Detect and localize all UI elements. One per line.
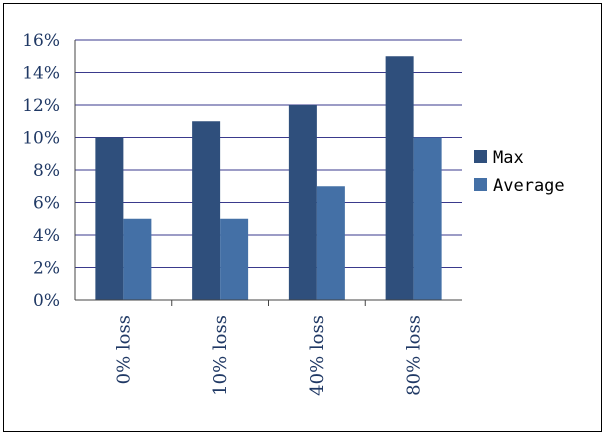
y-tick-label: 8% [33,161,60,181]
y-tick-label: 2% [33,259,60,279]
bars [95,56,442,300]
category-label: 40% loss [307,315,328,396]
y-tick-label: 14% [22,64,60,84]
y-tick-label: 16% [22,31,60,51]
legend-swatch-max [474,150,487,163]
bar-max-2 [192,121,221,300]
bar-average-4 [413,137,442,300]
y-tick-label: 4% [33,226,60,246]
category-label: 80% loss [404,315,425,396]
bar-max-3 [288,105,317,300]
bar-max-4 [385,56,414,300]
y-tick-label: 0% [33,291,60,311]
bar-average-3 [316,186,345,300]
legend-swatch-average [474,178,487,191]
y-tick-label: 12% [22,96,60,116]
category-labels: 0% loss 10% loss 40% loss 80% loss [113,315,424,396]
category-label: 0% loss [113,315,134,384]
bar-average-2 [220,218,249,300]
bar-max-1 [95,137,124,300]
y-tick-labels: 0% 2% 4% 6% 8% 10% 12% 14% 16% [22,31,60,311]
category-label: 10% loss [210,315,231,396]
legend: Max Average [474,148,565,196]
bar-average-1 [123,218,152,300]
legend-label-average: Average [493,176,565,196]
y-tick-label: 6% [33,194,60,214]
y-tick-label: 10% [22,129,60,149]
axes [74,40,462,306]
legend-label-max: Max [493,148,524,168]
